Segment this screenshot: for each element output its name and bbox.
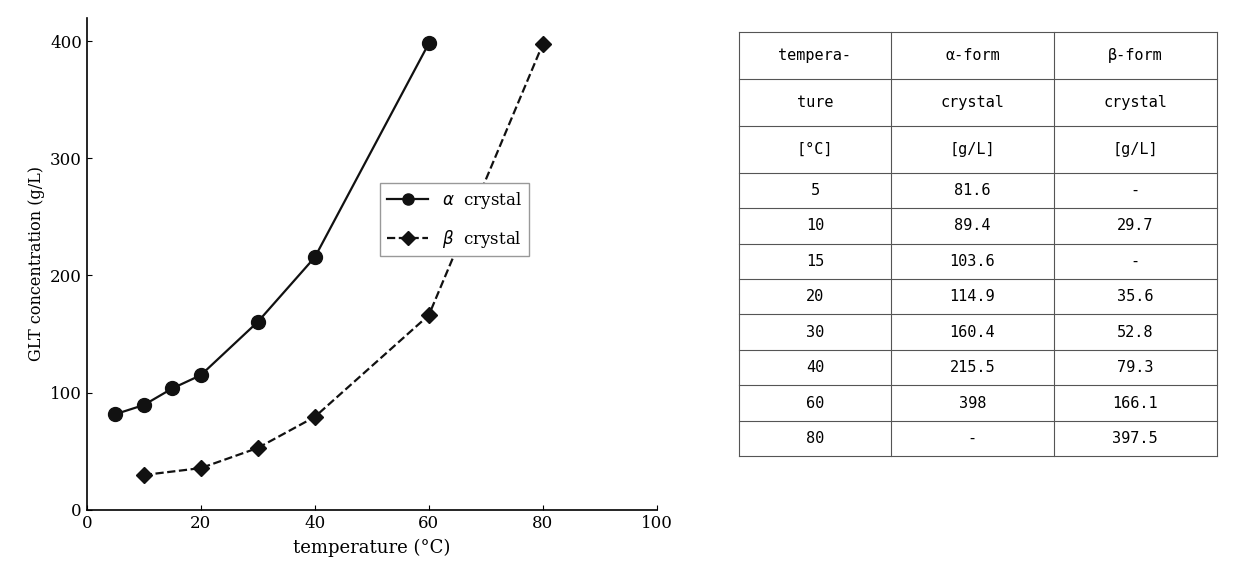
Text: 20: 20 [806, 289, 825, 304]
Text: 5: 5 [811, 183, 820, 198]
Text: -: - [1131, 183, 1140, 198]
Text: 40: 40 [806, 360, 825, 375]
Text: 160.4: 160.4 [950, 325, 996, 340]
Text: crystal: crystal [940, 95, 1004, 110]
Legend: $\alpha$  crystal, $\beta$  crystal: $\alpha$ crystal, $\beta$ crystal [381, 183, 528, 257]
Text: 60: 60 [806, 396, 825, 411]
Text: 103.6: 103.6 [950, 254, 996, 269]
Text: tempera-: tempera- [779, 48, 852, 63]
Text: -: - [1131, 254, 1140, 269]
Text: 80: 80 [806, 431, 825, 446]
Text: -: - [968, 431, 977, 446]
Text: 398: 398 [959, 396, 986, 411]
Text: 114.9: 114.9 [950, 289, 996, 304]
Text: β-form: β-form [1107, 48, 1163, 63]
Text: 52.8: 52.8 [1117, 325, 1153, 340]
Text: 215.5: 215.5 [950, 360, 996, 375]
Text: crystal: crystal [1104, 95, 1167, 110]
Text: [g/L]: [g/L] [950, 142, 996, 156]
Text: ture: ture [797, 95, 833, 110]
Text: 81.6: 81.6 [954, 183, 991, 198]
Text: 35.6: 35.6 [1117, 289, 1153, 304]
Text: [g/L]: [g/L] [1112, 142, 1158, 156]
Text: 29.7: 29.7 [1117, 219, 1153, 233]
Text: 89.4: 89.4 [954, 219, 991, 233]
Text: 166.1: 166.1 [1112, 396, 1158, 411]
X-axis label: temperature (°C): temperature (°C) [293, 539, 450, 557]
Text: 79.3: 79.3 [1117, 360, 1153, 375]
Text: 30: 30 [806, 325, 825, 340]
Text: α-form: α-form [945, 48, 999, 63]
Text: 397.5: 397.5 [1112, 431, 1158, 446]
Y-axis label: GLT concentration (g/L): GLT concentration (g/L) [27, 166, 45, 361]
Text: 15: 15 [806, 254, 825, 269]
Text: 10: 10 [806, 219, 825, 233]
Text: [°C]: [°C] [797, 142, 833, 156]
